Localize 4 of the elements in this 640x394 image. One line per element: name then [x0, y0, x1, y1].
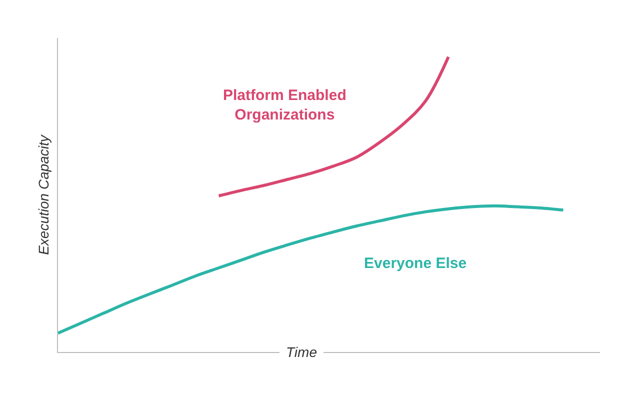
- text: Platform Enabled Organizations: [223, 87, 346, 124]
- x-axis-title: Time: [286, 344, 318, 360]
- y-axis-title: Execution Capacity: [36, 134, 52, 255]
- series-label: Everyone Else: [364, 255, 467, 272]
